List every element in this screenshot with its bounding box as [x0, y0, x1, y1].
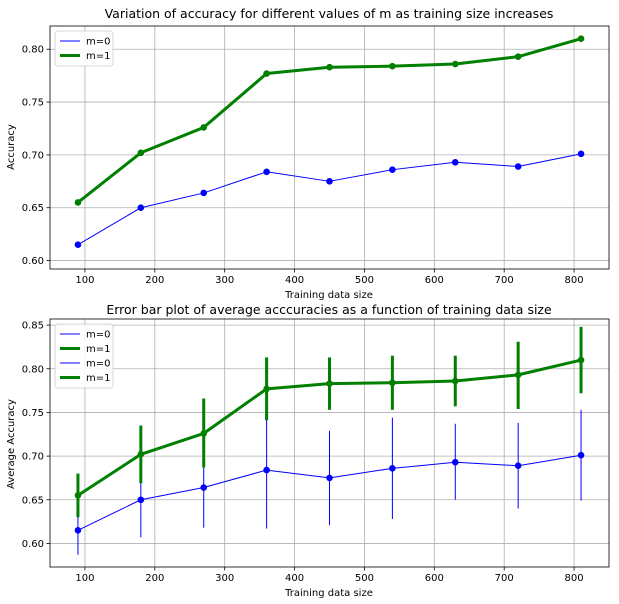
legend: m=0 m=1 m=0 m=1: [54, 323, 114, 389]
x-tick-label: 400: [285, 573, 304, 584]
x-axis-label: Training data size: [284, 588, 373, 599]
x-tick-label: 700: [495, 573, 514, 584]
y-axis-label: Accuracy: [6, 124, 17, 170]
legend: m=0m=1: [54, 30, 114, 67]
y-axis-label: Average Accuracy: [6, 399, 17, 489]
accuracy-chart: Variation of accuracy for different valu…: [6, 6, 610, 301]
series-m=1: [74, 326, 585, 518]
data-point: [74, 527, 82, 534]
grid-lines: [50, 26, 609, 269]
data-point: [514, 371, 522, 379]
x-tick-label: 100: [75, 275, 94, 286]
x-tick-label: 200: [145, 275, 164, 286]
data-point: [137, 496, 145, 504]
y-tick-label: 0.70: [22, 150, 44, 161]
data-point: [200, 189, 208, 197]
data-point: [263, 168, 270, 176]
x-tick-label: 400: [285, 275, 304, 286]
x-tick-label: 100: [75, 573, 94, 584]
series-line: [77, 37, 582, 204]
data-point: [200, 484, 208, 491]
y-tick-label: 0.60: [22, 539, 44, 550]
y-tick-label: 0.60: [22, 256, 44, 267]
data-point: [74, 241, 82, 248]
x-tick-label: 500: [355, 275, 374, 286]
x-tick-label: 300: [215, 573, 234, 584]
data-point: [451, 60, 459, 68]
x-tick-label: 300: [215, 275, 234, 286]
data-point: [451, 158, 459, 166]
series-m=0: [74, 150, 585, 248]
data-point: [514, 53, 522, 60]
y-tick-label: 0.75: [22, 408, 44, 419]
y-tick-label: 0.85: [22, 321, 44, 332]
data-point: [326, 380, 333, 387]
data-point: [326, 63, 333, 71]
data-point: [137, 149, 145, 157]
y-tick-label: 0.75: [22, 98, 44, 109]
x-tick-label: 500: [355, 573, 374, 584]
x-tick-label: 800: [565, 573, 584, 584]
data-point: [263, 466, 270, 474]
y-tick-label: 0.80: [22, 364, 44, 375]
data-point: [451, 458, 459, 466]
y-tick-label: 0.80: [22, 45, 44, 56]
legend-label: m=1: [86, 344, 110, 355]
x-tick-label: 200: [145, 573, 164, 584]
data-point: [514, 462, 522, 470]
series-m=0: [74, 409, 585, 555]
series-line: [77, 153, 582, 246]
x-tick-label: 600: [425, 573, 444, 584]
data-point: [389, 465, 396, 472]
data-point: [326, 178, 333, 185]
data-point: [577, 356, 585, 364]
chart-title: Error bar plot of average acccuracies as…: [106, 302, 552, 317]
data-point: [137, 204, 145, 212]
data-point: [263, 385, 270, 393]
plot-frame: [49, 318, 610, 568]
y-tick-label: 0.65: [22, 203, 44, 214]
legend-box: [54, 323, 114, 389]
legend-label: m=0: [86, 330, 110, 341]
y-tick-label: 0.65: [22, 495, 44, 506]
x-tick-label: 700: [495, 275, 514, 286]
data-point: [514, 163, 522, 170]
legend-label: m=1: [86, 373, 110, 384]
data-point: [200, 124, 208, 131]
data-point: [389, 62, 396, 70]
data-point: [389, 166, 396, 173]
data-point: [137, 451, 145, 458]
chart-title: Variation of accuracy for different valu…: [105, 6, 554, 21]
x-tick-label: 800: [565, 275, 584, 286]
x-axis-label: Training data size: [284, 290, 373, 301]
data-point: [263, 70, 270, 77]
data-point: [200, 430, 208, 437]
legend-label: m=1: [86, 51, 110, 62]
legend-label: m=0: [86, 37, 110, 48]
data-point: [577, 451, 585, 459]
data-point: [577, 150, 585, 158]
data-point: [577, 35, 585, 42]
y-tick-label: 0.70: [22, 452, 44, 463]
data-point: [451, 377, 459, 385]
data-point: [74, 199, 82, 206]
data-point: [389, 379, 396, 387]
series-m=1: [74, 35, 585, 206]
legend-label: m=0: [86, 359, 110, 370]
data-point: [326, 474, 333, 482]
data-point: [74, 492, 82, 499]
legend-box: [54, 30, 114, 67]
x-tick-label: 600: [425, 275, 444, 286]
error-bar-chart: Error bar plot of average acccuracies as…: [6, 302, 610, 599]
plot-frame: [49, 25, 610, 270]
